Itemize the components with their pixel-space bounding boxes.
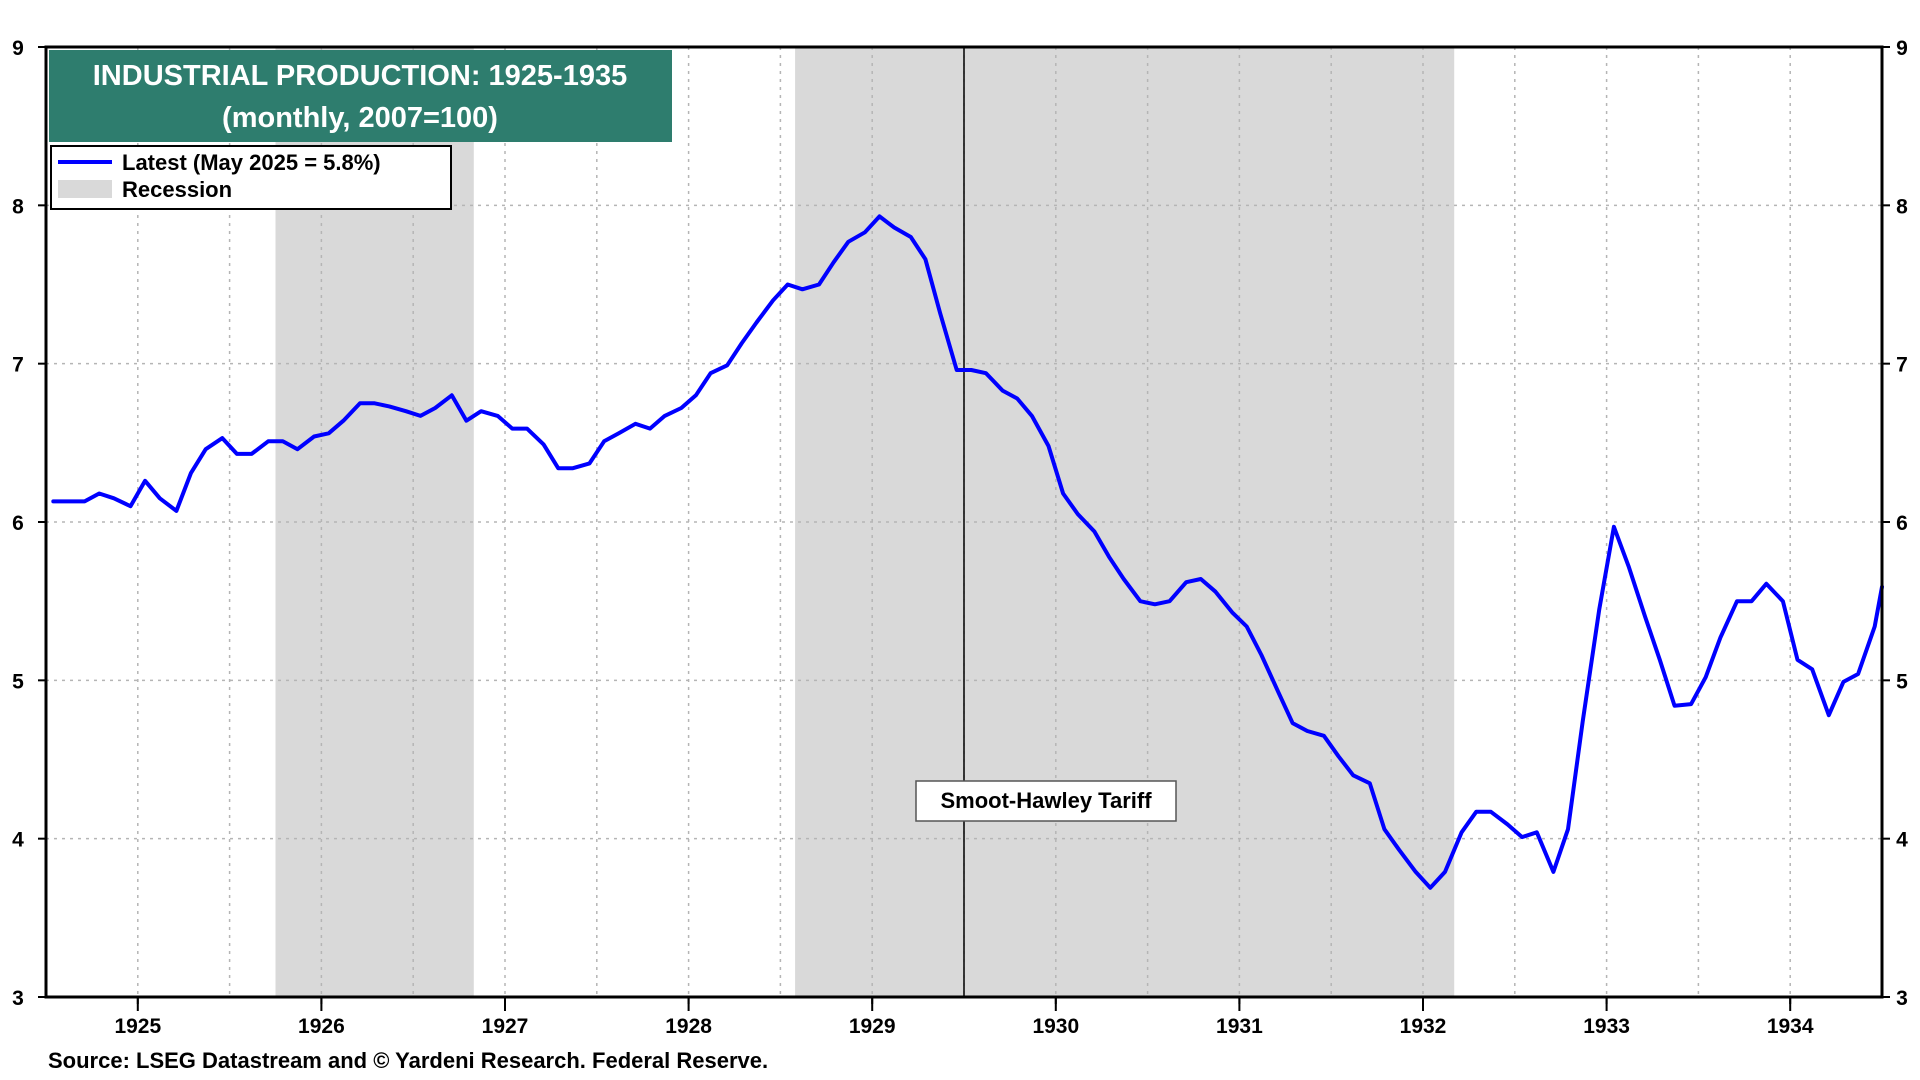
x-tick-label: 1933 (1583, 1015, 1630, 1038)
chart-subtitle: (monthly, 2007=100) (222, 102, 498, 134)
y-tick-label-right: 4 (1896, 829, 1908, 852)
annotation-box (915, 780, 1177, 822)
y-tick-label-left: 5 (12, 670, 24, 693)
y-tick-label-right: 9 (1896, 37, 1908, 60)
y-tick-label-right: 6 (1896, 512, 1908, 535)
series-line-1 (51, 214, 1884, 890)
x-tick-label: 1928 (665, 1015, 712, 1038)
title-box: INDUSTRIAL PRODUCTION: 1925-1935 (monthl… (49, 50, 672, 142)
y-tick-label-left: 6 (12, 512, 24, 535)
y-tick-label-left: 4 (12, 829, 24, 852)
y-tick-label-left: 7 (12, 354, 24, 377)
chart-title: INDUSTRIAL PRODUCTION: 1925-1935 (93, 60, 627, 92)
y-tick-label-right: 7 (1896, 354, 1908, 377)
series-layer (51, 214, 1884, 890)
y-tick-label-right: 5 (1896, 670, 1908, 693)
y-tick-label-left: 8 (12, 195, 24, 218)
x-tick-label: 1927 (482, 1015, 529, 1038)
axes: 3 3 4 4 5 5 6 6 7 7 8 8 9 9 1925 1926 1927 1928 1929 1930 19… (12, 37, 1908, 1038)
legend-recession-label: Recession (122, 177, 232, 202)
annotation: Smoot-Hawley Tariff (915, 780, 1177, 822)
y-tick-label-right: 8 (1896, 195, 1908, 218)
recession-band-2 (795, 47, 1455, 997)
source-note: Source: LSEG Datastream and © Yardeni Re… (48, 1048, 769, 1073)
x-tick-label: 1930 (1032, 1015, 1079, 1038)
y-tick-label-right: 3 (1896, 987, 1908, 1010)
annotation-label: Smoot-Hawley Tariff (940, 788, 1152, 813)
x-tick-label: 1925 (114, 1015, 161, 1038)
y-tick-label-left: 9 (12, 37, 24, 60)
x-tick-label: 1931 (1216, 1015, 1263, 1038)
x-tick-label: 1932 (1400, 1015, 1447, 1038)
legend: Latest (May 2025 = 5.8%) Recession (50, 145, 452, 210)
legend-series-label: Latest (May 2025 = 5.8%) (122, 150, 381, 175)
y-tick-label-left: 3 (12, 987, 24, 1010)
legend-box (50, 145, 452, 210)
x-tick-label: 1926 (298, 1015, 345, 1038)
x-tick-label: 1929 (849, 1015, 896, 1038)
title-background (49, 50, 672, 142)
x-tick-label: 1934 (1767, 1015, 1814, 1038)
legend-recession-swatch (58, 180, 112, 198)
